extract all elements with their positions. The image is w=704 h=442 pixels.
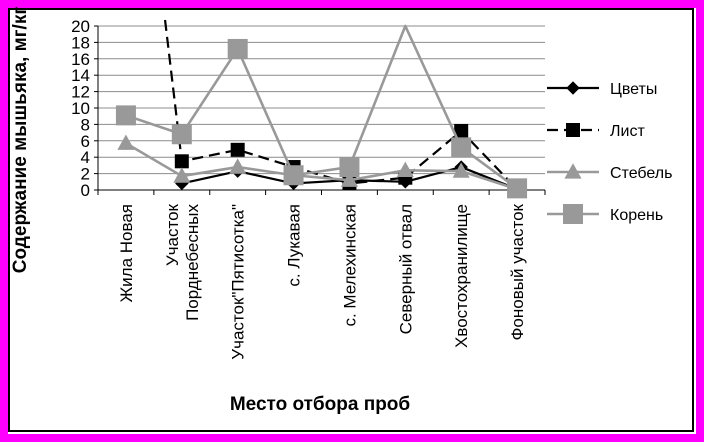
data-point-Корень-3 <box>283 165 304 186</box>
series-Корень <box>115 24 528 199</box>
y-tick-label-14: 14 <box>71 66 90 85</box>
x-category-label-5: Северный отвал <box>396 204 415 334</box>
legend-item-Цветы: Цветы <box>547 81 657 98</box>
x-category-label-4: с. Мелехинская <box>340 204 359 327</box>
x-category-line: с. Мелехинская <box>340 204 359 327</box>
data-point-Стебель-2 <box>229 158 247 174</box>
data-point-Стебель-1 <box>173 167 191 183</box>
data-point-Стебель-4 <box>340 171 358 187</box>
data-point-Корень-7 <box>507 178 528 199</box>
data-point-Стебель-5 <box>396 161 414 177</box>
data-point-Корень-4 <box>339 157 360 178</box>
x-category-line: Фоновый участок <box>508 203 527 340</box>
x-category-line: Порднебесных <box>183 204 202 321</box>
x-category-label-6: Хвостохранилище <box>452 204 471 348</box>
legend-label: Лист <box>610 123 645 140</box>
y-tick-label-0: 0 <box>81 181 90 200</box>
y-tick-label-2: 2 <box>81 165 90 184</box>
y-tick-label-18: 18 <box>71 33 90 52</box>
x-category-label-3: с. Лукавая <box>285 204 304 287</box>
data-point-Стебель-0 <box>117 134 135 150</box>
x-category-line: Участок <box>163 203 182 266</box>
y-tick-label-8: 8 <box>81 115 90 134</box>
data-point-Корень-6 <box>451 137 472 158</box>
y-tick-label-12: 12 <box>71 83 90 102</box>
x-category-line: Участок"Пятисотка" <box>229 204 248 360</box>
legend-label: Корень <box>610 207 663 224</box>
y-axis-label: Содержание мышьяка, мг/кг <box>10 7 31 274</box>
legend: Цветы Лист Стебель Корень <box>547 81 672 224</box>
x-category-label-1: Участок Порднебесных <box>163 203 202 320</box>
y-tick-label-16: 16 <box>71 50 90 69</box>
x-category-line: с. Лукавая <box>285 204 304 287</box>
legend-marker <box>564 163 582 179</box>
x-category-line: Хвостохранилище <box>452 204 471 348</box>
x-category-label-7: Фоновый участок <box>508 203 527 340</box>
legend-item-Лист: Лист <box>547 123 645 140</box>
x-category-label-0: Жила Новая <box>117 204 136 303</box>
y-tick-label-6: 6 <box>81 132 90 151</box>
y-tick-label-4: 4 <box>81 148 90 167</box>
plot-area <box>115 19 528 199</box>
data-point-Лист-1 <box>174 154 189 169</box>
x-axis: Место отбора проб Жила Новая Участок Пордн… <box>97 189 546 415</box>
legend-marker <box>566 123 580 137</box>
legend-item-Корень: Корень <box>547 204 663 224</box>
y-tick-label-10: 10 <box>71 99 90 118</box>
series-line-Корень <box>125 24 518 190</box>
legend-label: Стебель <box>610 165 672 182</box>
series-line-Стебель <box>125 142 518 191</box>
legend-marker <box>563 204 583 224</box>
legend-marker <box>566 81 580 95</box>
x-category-line: Жила Новая <box>117 204 136 303</box>
x-category-label-2: Участок"Пятисотка" <box>229 204 248 360</box>
y-axis: Содержание мышьяка, мг/кг 02468101214161… <box>10 7 99 274</box>
y-tick-label-20: 20 <box>71 17 90 36</box>
data-point-Корень-0 <box>115 105 136 126</box>
data-point-Корень-2 <box>227 38 248 59</box>
data-point-Корень-1 <box>171 124 192 145</box>
legend-item-Стебель: Стебель <box>547 163 672 182</box>
data-point-Лист-2 <box>230 142 245 157</box>
x-axis-label: Место отбора проб <box>230 394 410 415</box>
data-point-Стебель-6 <box>452 162 470 178</box>
legend-label: Цветы <box>610 81 657 98</box>
x-category-line: Северный отвал <box>396 204 415 334</box>
